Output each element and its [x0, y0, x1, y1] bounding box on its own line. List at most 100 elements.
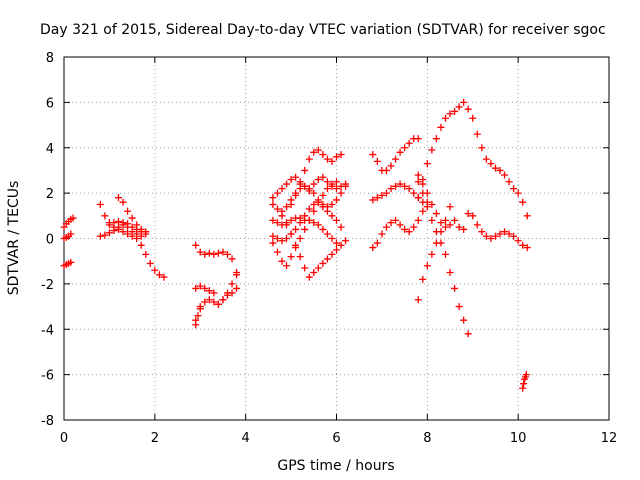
data-point — [501, 228, 509, 236]
data-point — [292, 173, 300, 181]
data-point — [414, 178, 422, 186]
data-point — [369, 244, 377, 252]
data-point — [201, 284, 209, 292]
data-point — [205, 296, 213, 304]
x-tick-label: 4 — [242, 431, 250, 446]
data-point — [323, 230, 331, 238]
data-point — [428, 146, 436, 154]
data-point — [201, 250, 209, 258]
data-series — [269, 198, 345, 245]
data-point — [419, 275, 427, 283]
data-point — [301, 182, 309, 190]
data-point — [192, 241, 200, 249]
data-point — [219, 248, 227, 256]
data-point — [491, 164, 499, 172]
data-point — [410, 223, 418, 231]
x-tick-label: 12 — [601, 431, 618, 446]
data-point — [115, 217, 122, 225]
data-point — [387, 219, 395, 227]
data-point — [214, 249, 222, 257]
data-point — [192, 284, 200, 292]
data-point — [401, 225, 409, 233]
data-point — [319, 151, 327, 159]
data-point — [432, 135, 440, 143]
data-point — [301, 166, 309, 174]
data-point — [269, 194, 277, 202]
data-point — [333, 196, 340, 204]
data-point — [119, 198, 127, 206]
data-point — [446, 110, 454, 118]
data-point — [428, 250, 436, 258]
data-point — [283, 203, 291, 211]
data-point — [414, 194, 422, 202]
data-point — [496, 230, 504, 238]
data-point — [487, 235, 495, 242]
data-point — [224, 250, 231, 258]
data-point — [428, 200, 436, 208]
data-point — [333, 246, 340, 254]
data-point — [442, 250, 449, 258]
data-point — [305, 155, 313, 163]
data-point — [319, 173, 327, 181]
data-point — [373, 239, 381, 247]
data-point — [233, 284, 241, 292]
data-point — [414, 296, 422, 304]
data-point — [201, 298, 209, 306]
data-point — [128, 214, 136, 222]
data-point — [101, 212, 109, 220]
data-point — [369, 151, 377, 159]
data-point — [292, 189, 300, 197]
data-point — [205, 287, 213, 295]
data-point — [296, 235, 304, 242]
data-point — [333, 185, 340, 193]
data-point — [382, 223, 390, 231]
data-point — [460, 316, 468, 324]
data-point — [392, 155, 400, 163]
data-point — [396, 221, 404, 229]
data-point — [519, 198, 527, 206]
data-point — [401, 182, 409, 190]
data-point — [473, 130, 481, 138]
data-point — [510, 232, 518, 240]
data-point — [328, 157, 336, 165]
data-point — [523, 244, 531, 252]
data-point — [301, 264, 309, 272]
data-point — [124, 207, 132, 215]
data-point — [501, 171, 509, 179]
data-point — [382, 189, 390, 197]
data-point — [437, 228, 445, 236]
y-tick-label: 2 — [46, 187, 54, 202]
data-series — [105, 217, 150, 238]
data-point — [460, 98, 468, 106]
data-point — [519, 241, 527, 249]
data-point — [137, 241, 145, 249]
data-point — [119, 219, 127, 227]
x-axis-label: GPS time / hours — [277, 458, 394, 474]
data-point — [455, 103, 463, 111]
data-point — [446, 269, 454, 277]
data-point — [337, 151, 345, 159]
data-point — [310, 189, 318, 197]
x-tick-label: 10 — [510, 431, 527, 446]
data-point — [328, 235, 336, 242]
y-tick-label: 8 — [46, 51, 54, 66]
data-point — [519, 384, 527, 392]
data-point — [310, 148, 318, 156]
data-point — [287, 176, 295, 184]
data-point — [419, 189, 427, 197]
data-point — [124, 220, 132, 228]
data-point — [269, 216, 277, 224]
data-point — [305, 205, 313, 213]
data-point — [328, 182, 336, 190]
data-series — [192, 241, 241, 277]
data-point — [451, 216, 459, 224]
data-series — [60, 214, 77, 231]
data-point — [69, 214, 77, 222]
data-point — [482, 155, 490, 163]
data-point — [196, 282, 204, 290]
data-point — [473, 221, 481, 229]
data-point — [314, 198, 322, 206]
data-point — [414, 171, 422, 179]
data-point — [96, 232, 104, 240]
